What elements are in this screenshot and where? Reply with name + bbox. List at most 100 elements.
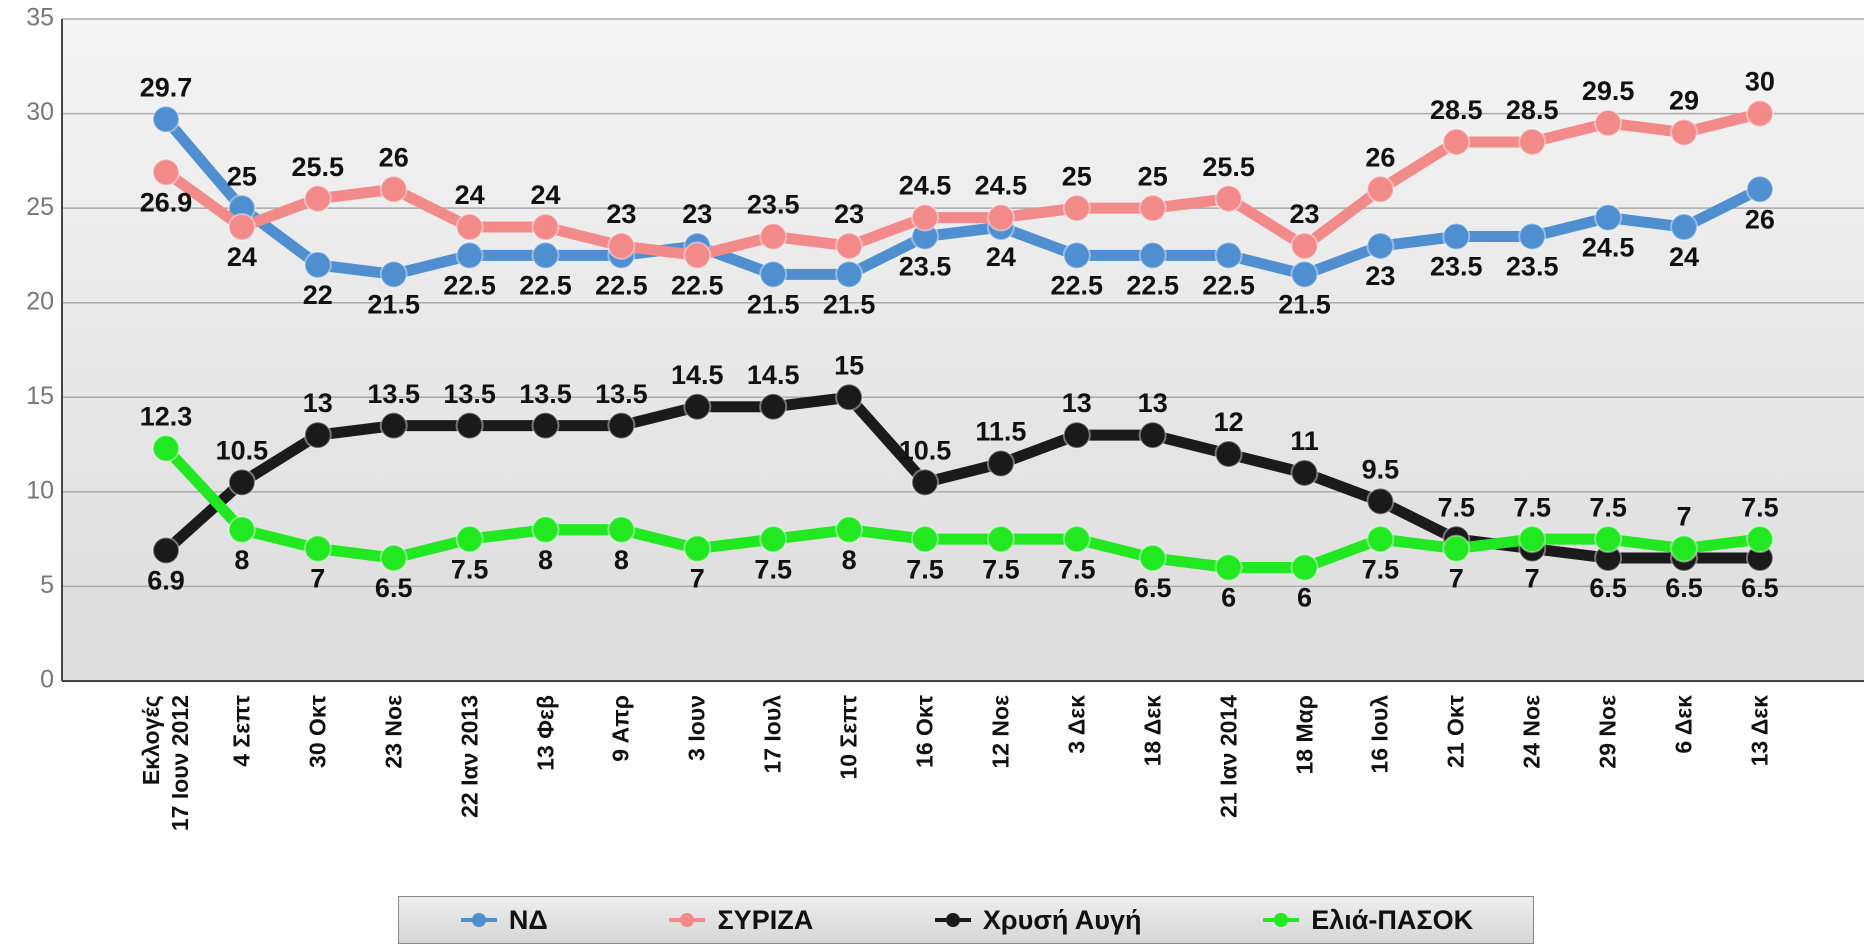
data-label: 24 [530,180,560,210]
x-tick-label: 9 Απρ [607,695,634,762]
data-label: 22.5 [1126,271,1179,301]
point [1062,421,1091,450]
data-label: 7.5 [1513,492,1551,522]
x-tick-label: 23 Νοε [380,695,407,769]
data-label: 7.5 [1438,492,1476,522]
data-label: 29.7 [140,72,193,102]
point [152,105,180,134]
data-label: 7 [690,564,705,594]
data-label: 24.5 [975,171,1028,201]
data-label: 29 [1669,86,1699,116]
data-label: 6 [1221,583,1236,613]
data-label: 13.5 [367,379,420,409]
data-label: 12 [1214,407,1244,437]
y-tick-label: 15 [26,382,54,410]
chart: 0 5 10 15 20 25 30 35 29.7 25 22 21.5 22.5 22.5 22.5 23… [26,4,1864,694]
point [303,534,332,563]
y-tick-label: 25 [26,193,54,221]
point [835,515,864,544]
data-label: 30 [1745,67,1775,97]
point [303,184,332,213]
point [1290,553,1319,582]
legend-item: Ελιά-ΠΑΣΟΚ [1261,905,1473,936]
data-label: 22.5 [671,271,724,301]
data-label: 22.5 [1051,271,1104,301]
point [531,411,560,440]
series [152,99,1774,270]
data-label: 7 [1676,502,1691,532]
data-label: 29.5 [1582,76,1635,106]
data-label: 10.5 [216,436,269,466]
data-label: 25 [1062,161,1092,191]
point [1594,525,1623,554]
data-label: 26 [379,142,409,172]
data-label: 23 [682,199,712,229]
data-label: 25.5 [1202,152,1255,182]
legend-icon [460,913,497,927]
point [1366,487,1395,516]
point [1670,213,1698,242]
point [759,392,788,421]
point [607,515,636,544]
data-label: 23 [1365,261,1395,291]
data-label: 25 [1138,161,1168,191]
point [911,525,939,554]
data-label: 8 [234,545,249,575]
point [1290,231,1319,260]
legend-item: Χρυσή Αυγή [933,905,1142,936]
data-label: 22.5 [443,271,496,301]
data-label: 23.5 [899,252,952,282]
point [152,434,180,463]
data-label: 6.5 [1665,573,1703,603]
point [1670,534,1698,563]
x-tick-label: 16 Ιουλ [1366,695,1393,774]
data-label: 24.5 [899,171,952,201]
point [1138,241,1167,270]
data-label: 7.5 [1589,492,1627,522]
point [455,213,484,242]
legend-label: Χρυσή Αυγή [982,904,1142,935]
point [835,260,864,289]
point [1518,127,1547,156]
point [1062,241,1091,270]
point [379,411,408,440]
y-tick-label: 0 [40,666,54,694]
point [1745,175,1774,204]
point [379,175,408,204]
data-label: 6.5 [1134,573,1172,603]
data-label: 14.5 [747,360,800,390]
data-label: 13 [1138,388,1168,418]
data-label: 26.9 [140,187,193,217]
point [1594,109,1623,138]
point [1442,534,1471,563]
point [455,411,484,440]
legend-icon [669,913,706,927]
series [152,434,1774,582]
data-label: 26 [1365,142,1395,172]
data-label: 24.5 [1582,233,1635,263]
x-tick-label: 30 Οκτ [304,695,331,768]
data-label: 6 [1297,583,1312,613]
data-label: 23.5 [1430,252,1483,282]
point [1214,241,1243,270]
x-tick-label: 17 Ιουλ [759,695,786,774]
data-label: 13.5 [595,379,648,409]
point [759,525,788,554]
point [1670,118,1698,147]
x-tick-label: 3 Ιουν [683,695,710,761]
point [303,250,332,279]
legend-label: Ελιά-ΠΑΣΟΚ [1311,904,1474,935]
data-label: 6.5 [1741,573,1779,603]
point [303,421,332,450]
data-label: 6.5 [1589,573,1627,603]
legend-icon [1263,913,1300,927]
x-tick-label: 6 Δεκ [1670,695,1697,754]
data-label: 10.5 [899,436,952,466]
point [1518,525,1547,554]
point [227,213,256,242]
point [986,449,1015,478]
data-label: 22.5 [519,271,572,301]
legend-marker [1274,913,1289,927]
x-tick-label: 10 Σεπτ [835,695,862,780]
